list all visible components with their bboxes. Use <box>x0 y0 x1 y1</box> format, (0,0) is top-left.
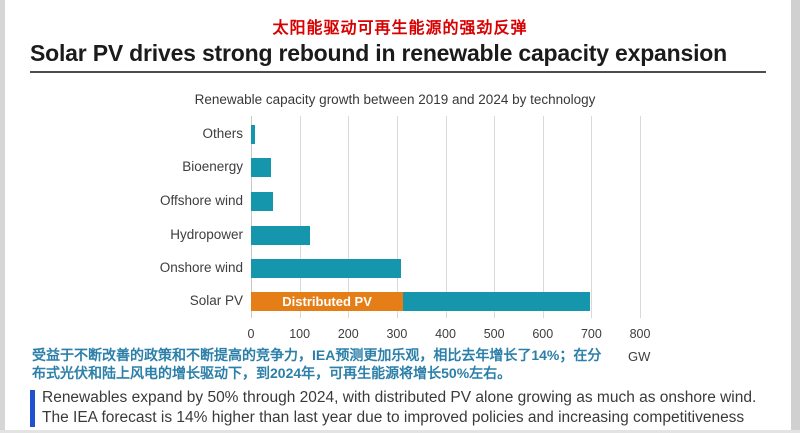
x-axis-unit: GW <box>628 349 651 364</box>
category-label: Solar PV <box>189 293 243 308</box>
gridline <box>494 116 496 318</box>
category-label: Offshore wind <box>159 193 243 208</box>
right-edge-strip <box>791 0 800 433</box>
gridline <box>348 116 350 318</box>
gridline <box>299 116 301 318</box>
category-label: Bioenergy <box>182 159 243 174</box>
chart-title: Renewable capacity growth between 2019 a… <box>194 92 596 107</box>
x-tick-label: 600 <box>532 327 554 341</box>
summary-line2: The IEA forecast is 14% higher than last… <box>42 408 745 426</box>
x-tick-label: 100 <box>289 327 311 341</box>
bottom-edge-strip <box>0 430 800 433</box>
capacity-bar <box>251 125 255 144</box>
gridline <box>640 116 641 318</box>
gridline <box>445 116 447 318</box>
capacity-bar <box>251 158 272 177</box>
summary-line1: Renewables expand by 50% through 2024, w… <box>42 389 757 406</box>
callout-accent-bar <box>30 390 35 427</box>
capacity-bar <box>251 259 402 278</box>
annotation-zh: 受益于不断改善的政策和不断提高的竞争力，IEA预测更加乐观，相比去年增长了14%… <box>32 347 682 382</box>
gridline <box>251 116 252 318</box>
x-tick-label: 300 <box>386 327 408 341</box>
category-label: Hydropower <box>170 227 243 242</box>
page-title-en: Solar PV drives strong rebound in renewa… <box>30 40 727 66</box>
gridline <box>591 116 593 318</box>
capacity-bar <box>251 226 310 245</box>
x-tick-label: 200 <box>337 327 359 341</box>
distributed-pv-label: Distributed PV <box>282 294 372 309</box>
x-tick-label: 0 <box>247 327 255 341</box>
x-tick-label: 500 <box>483 327 505 341</box>
title-underline <box>30 71 766 73</box>
x-tick-label: 400 <box>435 327 456 341</box>
annotation-zh-line1: 受益于不断改善的政策和不断提高的竞争力，IEA预测更加乐观，相比去年增长了14%… <box>32 347 602 363</box>
bar-segment-solar-remainder <box>403 292 590 311</box>
gridline <box>542 116 544 318</box>
category-label: Onshore wind <box>159 260 243 275</box>
summary-callout: Renewables expand by 50% through 2024, w… <box>42 388 787 427</box>
page-title-zh: 太阳能驱动可再生能源的强劲反弹 <box>272 20 528 37</box>
x-tick-label: 700 <box>580 327 602 341</box>
capacity-bar <box>251 192 273 211</box>
left-edge-strip <box>0 0 5 433</box>
x-tick-label: 800 <box>629 327 651 341</box>
bar-segment-distributed-pv: Distributed PV <box>251 292 404 311</box>
category-label: Others <box>202 126 243 141</box>
gridline <box>396 116 398 318</box>
annotation-zh-line2: 布式光伏和陆上风电的增长驱动下，到2024年，可再生能源将增长50%左右。 <box>32 364 512 381</box>
